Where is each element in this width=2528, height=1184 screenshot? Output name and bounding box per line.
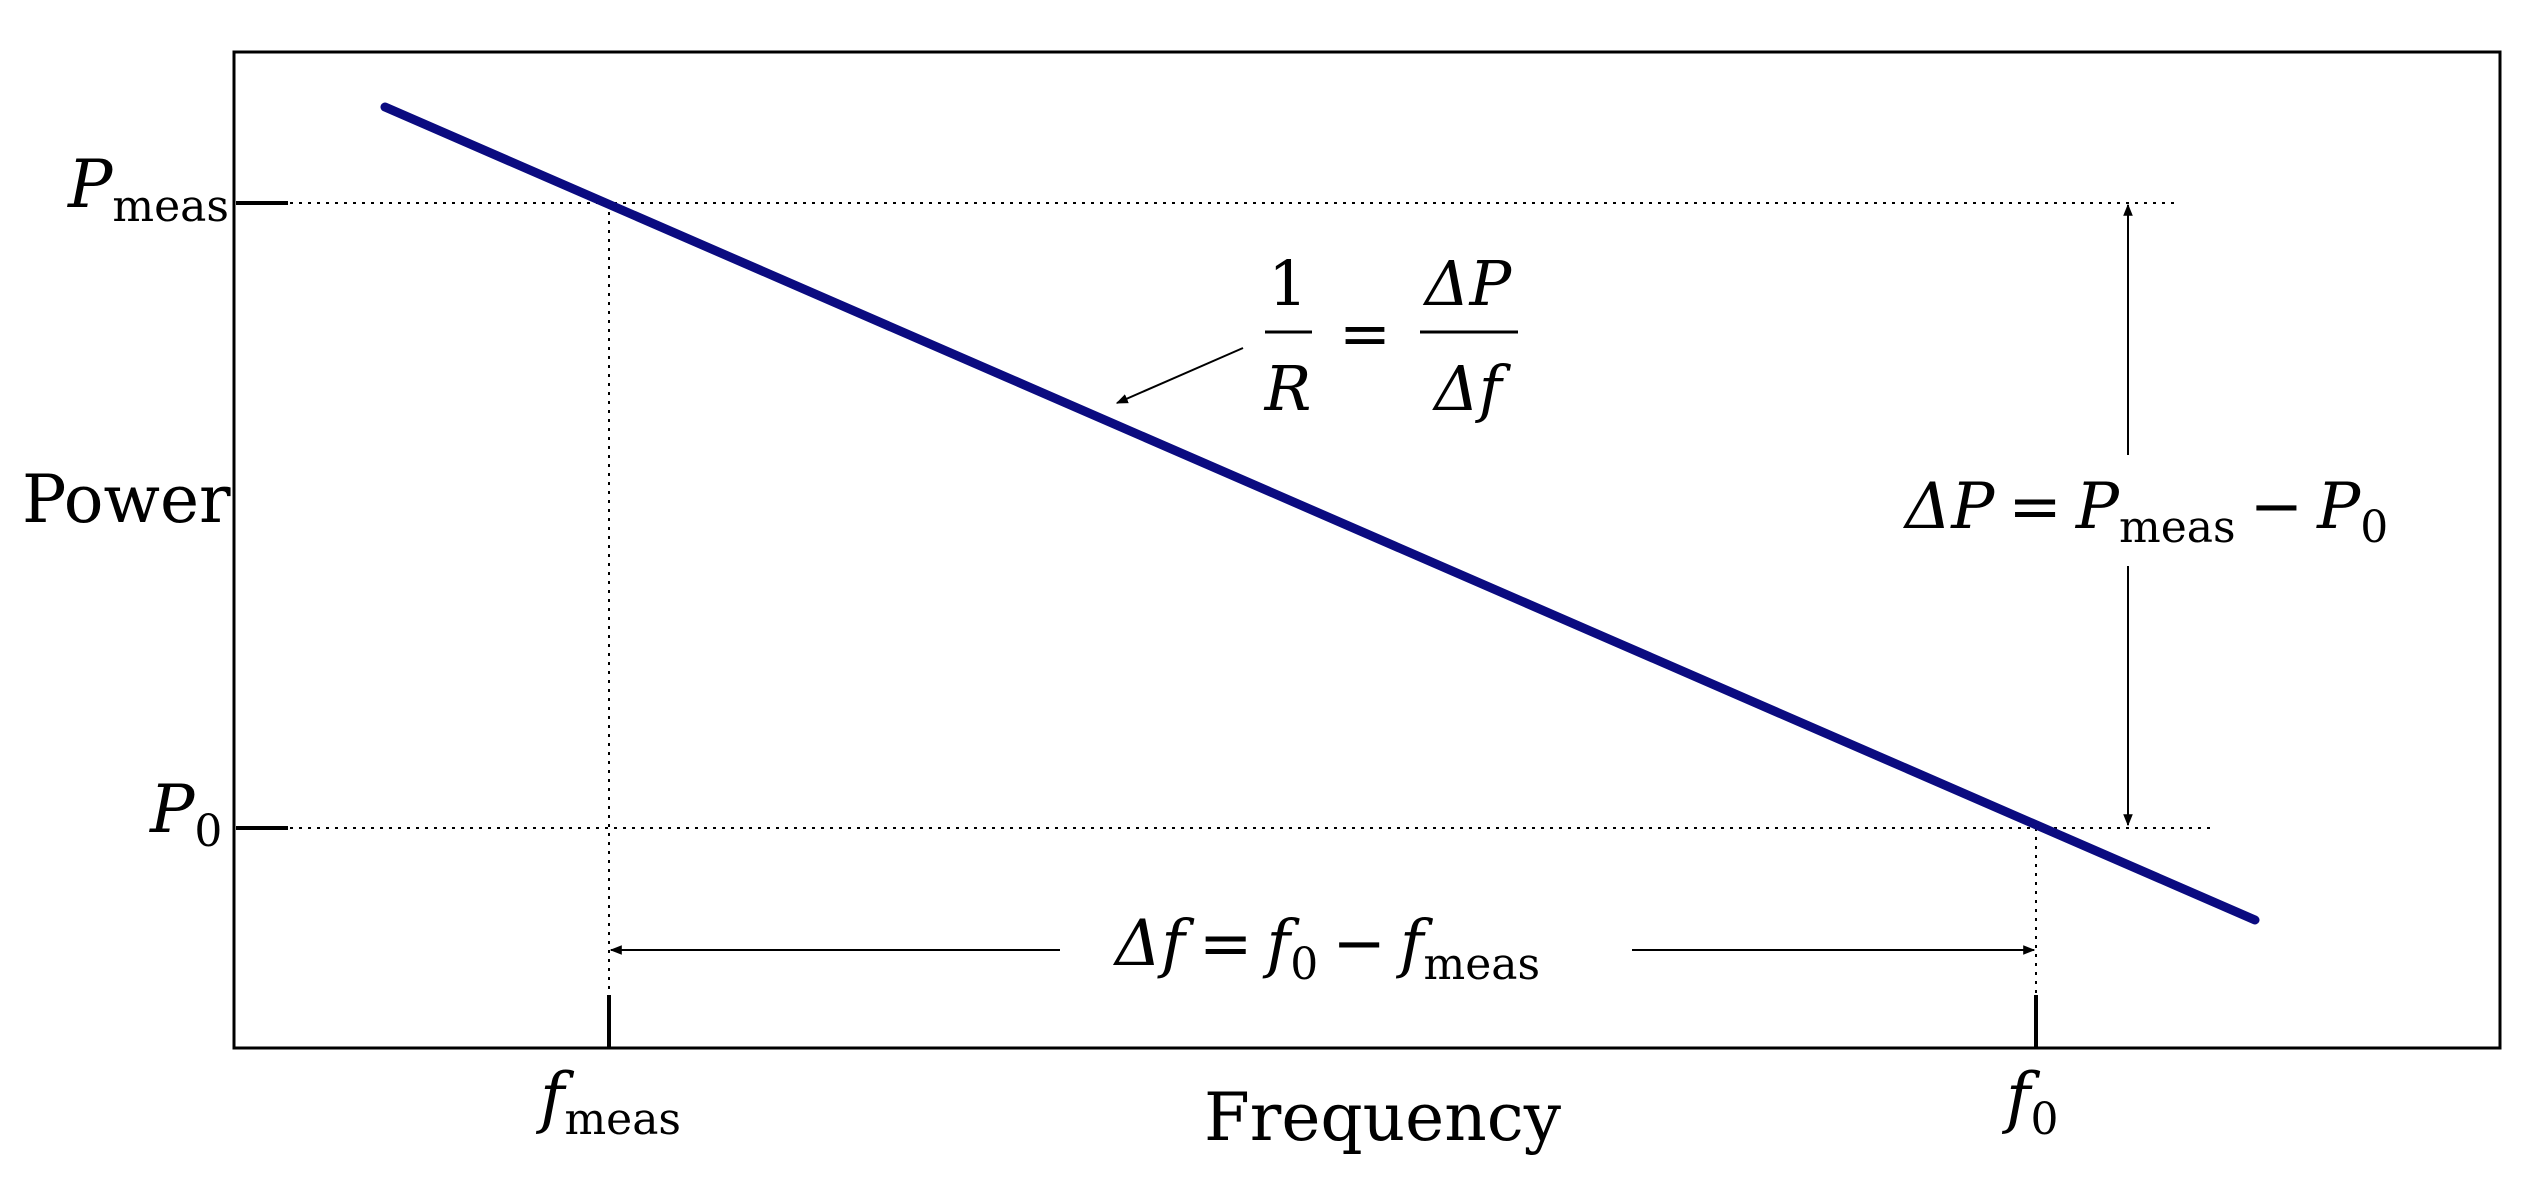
x-tick-label-f-zero: f0 bbox=[2001, 1059, 2058, 1145]
x-axis-label: Frequency bbox=[1204, 1079, 1562, 1156]
slope-arrow bbox=[1115, 347, 1244, 404]
svg-text:=: = bbox=[1339, 297, 1391, 370]
y-tick-label-p-meas: Pmeas bbox=[67, 146, 229, 232]
svg-text:Δf: Δf bbox=[1432, 352, 1512, 425]
y-tick-label-p-zero: P0 bbox=[149, 771, 222, 857]
plot-frame bbox=[232, 50, 2502, 1050]
delta-p-equation: ΔP = Pmeas − P0 bbox=[1902, 470, 2388, 553]
slope-equation: 1 R = ΔP Δf bbox=[1264, 247, 1518, 425]
svg-text:R: R bbox=[1264, 352, 1312, 425]
svg-text:1: 1 bbox=[1268, 247, 1307, 320]
delta-f-equation: Δf = f0− fmeas bbox=[1112, 907, 1540, 990]
svg-text:ΔP: ΔP bbox=[1423, 247, 1513, 320]
power-frequency-line bbox=[380, 102, 2260, 925]
x-tick-label-f-meas: fmeas bbox=[535, 1059, 681, 1145]
y-axis-label: Power bbox=[22, 461, 231, 538]
